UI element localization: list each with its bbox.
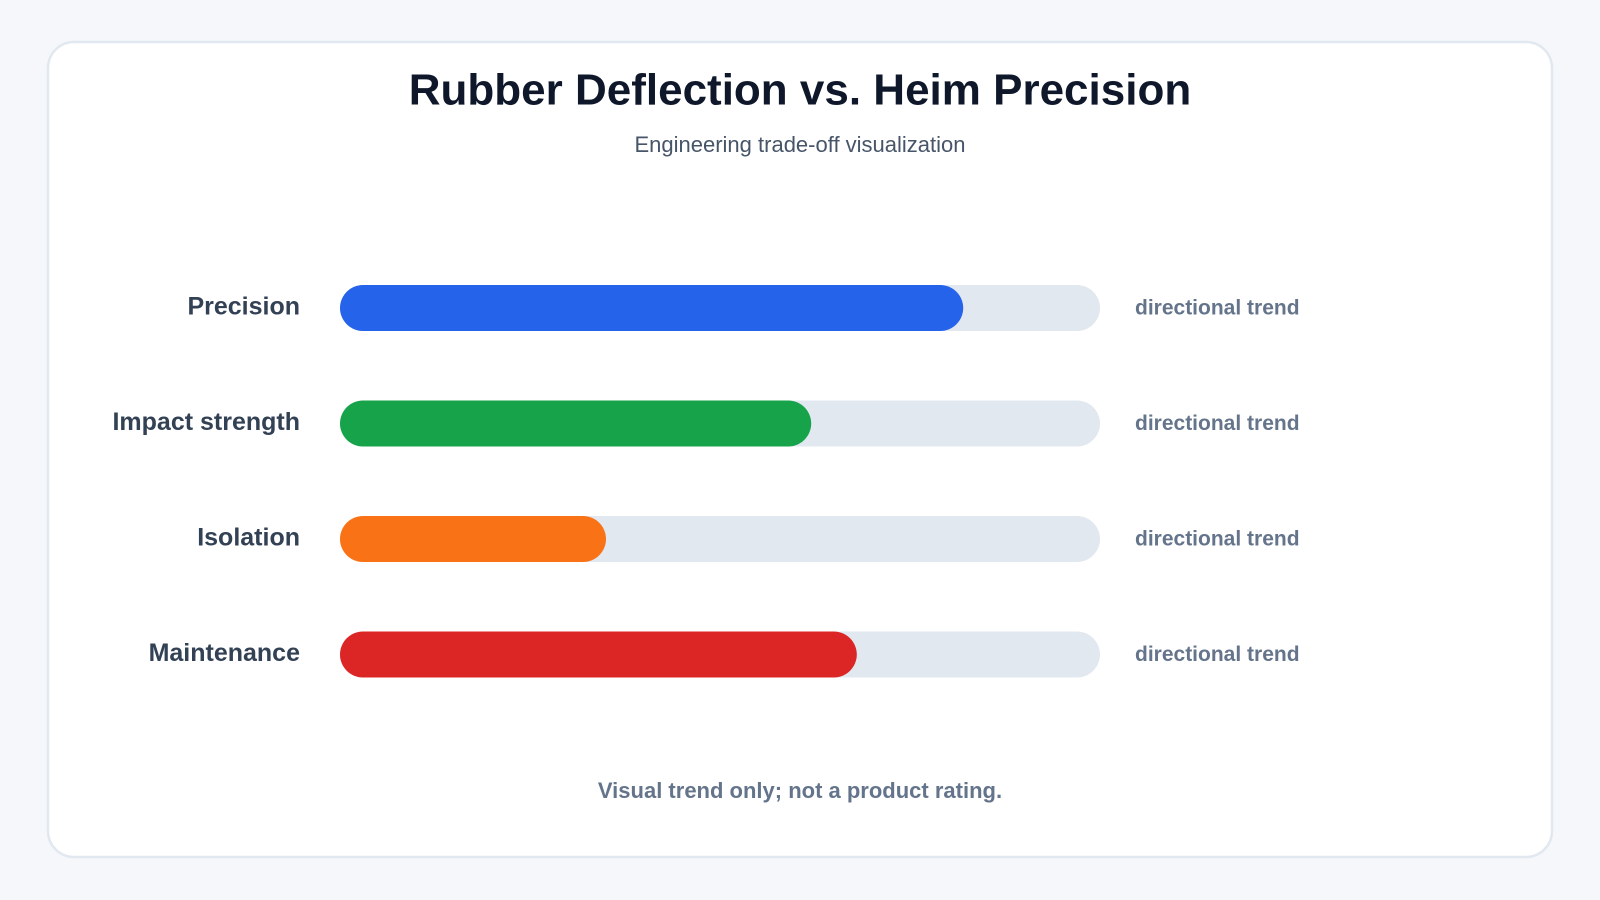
row-note: directional trend xyxy=(1135,412,1300,435)
footnote: Visual trend only; not a product rating. xyxy=(598,778,1002,803)
row-note: directional trend xyxy=(1135,528,1300,551)
chart-subtitle: Engineering trade-off visualization xyxy=(634,132,965,157)
category-label: Maintenance xyxy=(149,639,301,667)
bar xyxy=(340,516,606,562)
bar xyxy=(340,631,857,678)
bar xyxy=(340,400,812,447)
category-label: Isolation xyxy=(197,524,300,552)
category-label: Impact strength xyxy=(112,408,300,436)
category-label: Precision xyxy=(187,293,300,321)
row-note: directional trend xyxy=(1135,643,1300,666)
bar xyxy=(340,285,964,331)
chart-title: Rubber Deflection vs. Heim Precision xyxy=(409,66,1191,115)
row-note: directional trend xyxy=(1135,297,1300,320)
card xyxy=(46,40,1554,859)
